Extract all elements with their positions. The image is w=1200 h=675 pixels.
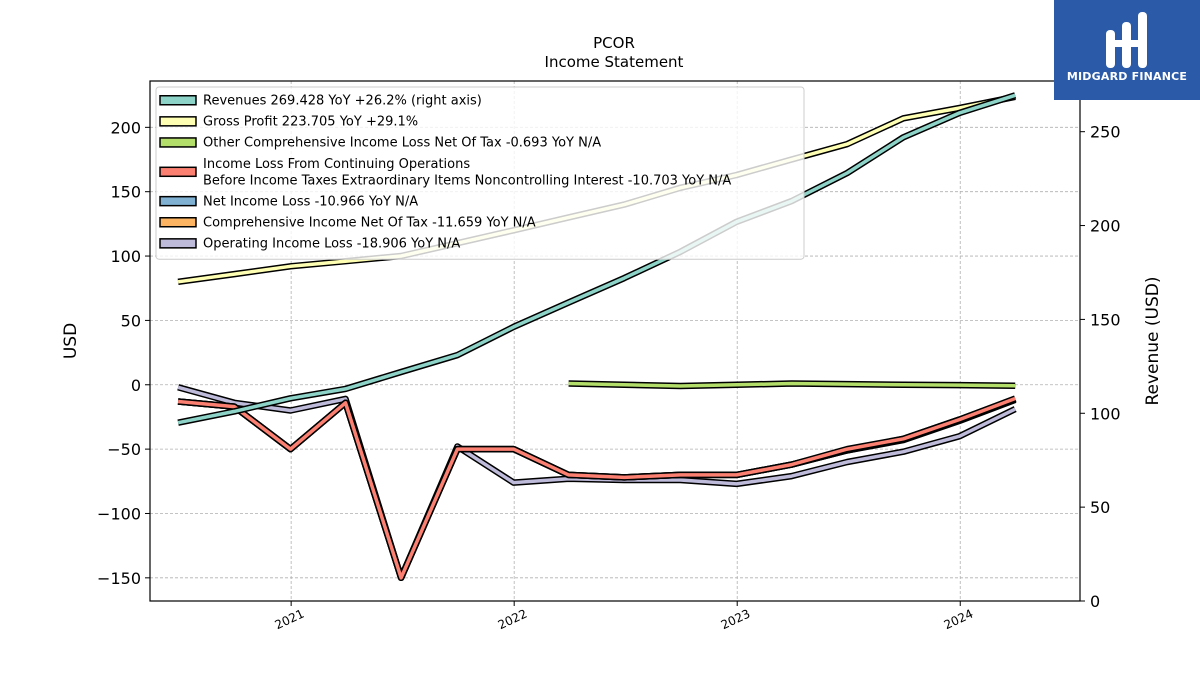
x-tick-label: 2023: [719, 607, 753, 633]
chart-title: PCOR: [593, 34, 635, 52]
y-axis-right-label: Revenue (USD): [1143, 276, 1163, 405]
legend-swatch: [159, 217, 197, 228]
series-line-outline: [177, 384, 1017, 582]
midgard-logo-icon: [1106, 12, 1147, 68]
y-tick-label: −100: [97, 504, 141, 523]
series-lines: [177, 92, 1017, 582]
x-tick-label: 2022: [496, 607, 530, 633]
legend-swatch: [159, 95, 197, 106]
legend-swatch: [159, 137, 197, 148]
legend-box: [155, 86, 805, 260]
series-line: [177, 93, 1016, 425]
brand-logo: MIDGARD FINANCE: [1054, 0, 1200, 100]
series-line: [177, 398, 1016, 580]
y-tick-label: −50: [107, 440, 141, 459]
legend-swatch: [159, 116, 197, 127]
y-tick-label: 100: [110, 247, 141, 266]
legend-label: Other Comprehensive Income Loss Net Of T…: [203, 136, 601, 151]
series-line-outline: [177, 395, 1017, 582]
series-line-outline: [177, 396, 1017, 582]
y-right-tick-label: 200: [1090, 217, 1121, 236]
legend-label: Revenues 269.428 YoY +26.2% (right axis): [203, 94, 482, 109]
plot-frame: [149, 80, 1081, 602]
x-tick-label: 2021: [273, 607, 307, 633]
series-line: [568, 381, 1016, 388]
series-line: [177, 396, 1016, 580]
legend-label: Operating Income Loss -18.906 YoY N/A: [203, 237, 460, 252]
y-axis-label: USD: [61, 323, 81, 359]
y-right-tick-label: 100: [1090, 404, 1121, 423]
legend-swatch: [159, 238, 197, 249]
y-tick-label: 150: [110, 183, 141, 202]
y-right-tick-label: 150: [1090, 310, 1121, 329]
y-tick-label: 0: [131, 376, 141, 395]
legend-swatch: [159, 166, 197, 178]
legend-label: Gross Profit 223.705 YoY +29.1%: [203, 115, 418, 130]
legend-label: Income Loss From Continuing Operations: [203, 157, 470, 172]
y-right-tick-label: 0: [1090, 592, 1100, 611]
y-tick-label: 200: [110, 118, 141, 137]
y-tick-label: 50: [121, 311, 141, 330]
legend-label: Before Income Taxes Extraordinary Items …: [203, 173, 731, 188]
x-tick-label: 2024: [942, 607, 976, 633]
y-tick-label: −150: [97, 569, 141, 588]
series-line-outline: [177, 395, 1017, 582]
legend: Revenues 269.428 YoY +26.2% (right axis)…: [155, 86, 805, 260]
legend-label: Comprehensive Income Net Of Tax -11.659 …: [203, 216, 536, 231]
legend-label: Net Income Loss -10.966 YoY N/A: [203, 194, 418, 209]
brand-name: MIDGARD FINANCE: [1066, 70, 1188, 83]
legend-swatch: [159, 195, 197, 207]
chart-subtitle: Income Statement: [545, 53, 684, 71]
y-right-tick-label: 50: [1090, 498, 1110, 517]
y-right-tick-label: 250: [1090, 123, 1121, 142]
series-line: [177, 397, 1016, 580]
